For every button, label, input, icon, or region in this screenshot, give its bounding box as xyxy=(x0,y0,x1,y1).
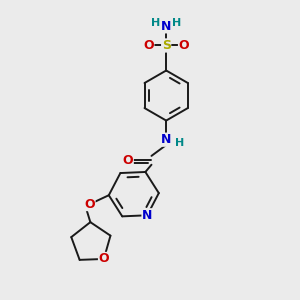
Text: S: S xyxy=(162,39,171,52)
Text: N: N xyxy=(161,20,171,33)
Text: O: O xyxy=(84,198,95,211)
Text: O: O xyxy=(98,253,109,266)
Text: H: H xyxy=(172,18,181,28)
Text: O: O xyxy=(178,39,189,52)
Text: O: O xyxy=(123,154,133,167)
Text: H: H xyxy=(175,138,184,148)
Text: N: N xyxy=(142,209,152,222)
Text: N: N xyxy=(161,133,171,146)
Text: H: H xyxy=(151,18,160,28)
Text: O: O xyxy=(143,39,154,52)
